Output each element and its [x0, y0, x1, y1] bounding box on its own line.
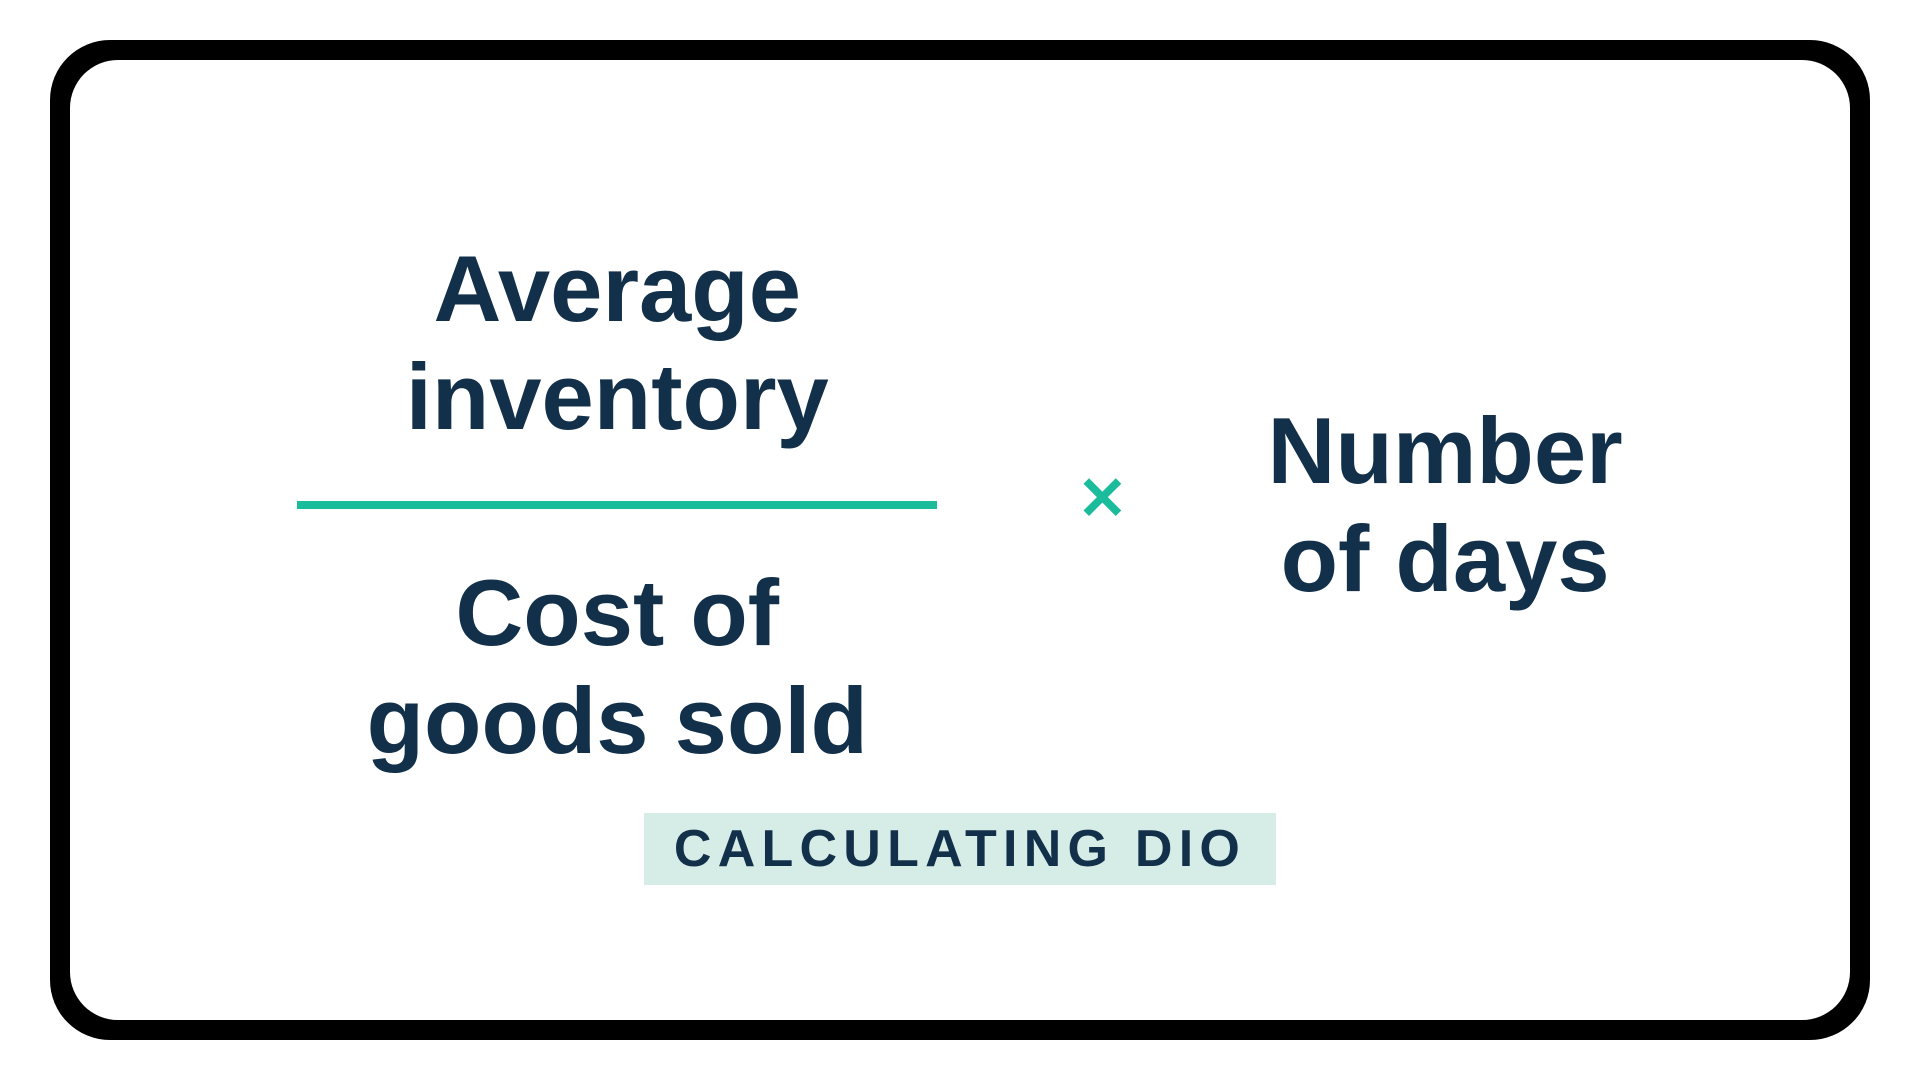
fraction-block: Average inventory Cost of goods sold — [297, 235, 937, 775]
denominator-line2: goods sold — [367, 668, 868, 773]
multiply-icon: ✕ — [1077, 469, 1127, 529]
multiplier-line1: Number — [1268, 398, 1623, 503]
multiplier-block: Number of days — [1268, 397, 1623, 613]
fraction-divider — [297, 501, 937, 509]
card-outer-border: Average inventory Cost of goods sold ✕ N… — [50, 40, 1870, 1040]
numerator-line2: inventory — [406, 344, 829, 449]
denominator: Cost of goods sold — [367, 559, 868, 775]
multiplier-line2: of days — [1281, 506, 1610, 611]
formula-card: Average inventory Cost of goods sold ✕ N… — [70, 60, 1850, 1020]
numerator-line1: Average — [434, 236, 802, 341]
numerator: Average inventory — [406, 235, 829, 451]
denominator-line1: Cost of — [455, 560, 779, 665]
formula-row: Average inventory Cost of goods sold ✕ N… — [297, 235, 1622, 775]
caption-badge: CALCULATING DIO — [644, 813, 1276, 885]
